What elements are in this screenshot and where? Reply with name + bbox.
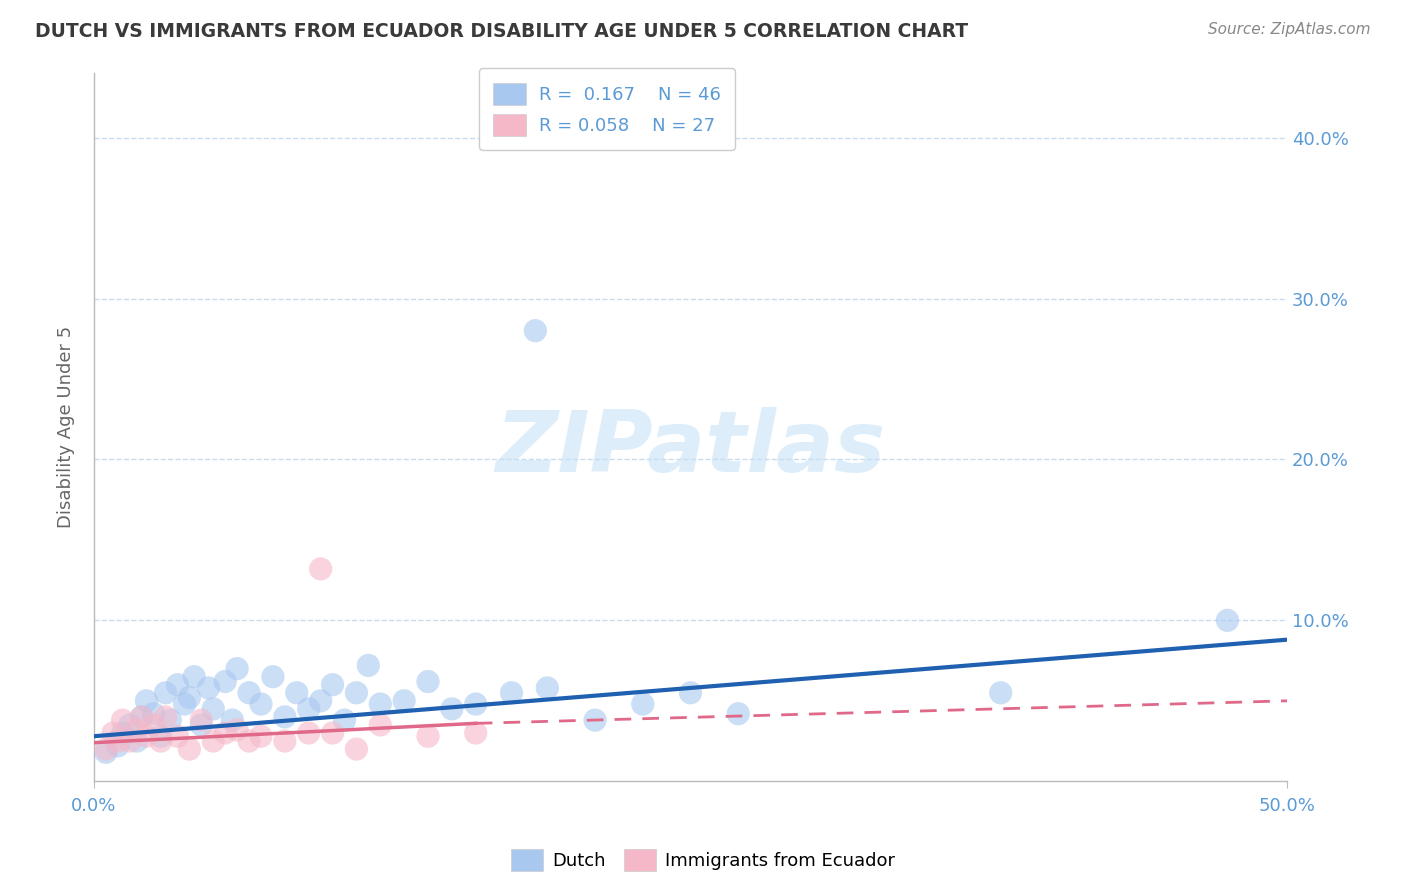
Point	[226, 662, 249, 676]
Point	[111, 713, 134, 727]
Point	[142, 718, 165, 732]
Point	[149, 729, 172, 743]
Point	[125, 723, 148, 737]
Point	[214, 726, 236, 740]
Point	[679, 686, 702, 700]
Point	[274, 710, 297, 724]
Text: ZIPatlas: ZIPatlas	[495, 407, 886, 490]
Point	[155, 686, 177, 700]
Point	[990, 686, 1012, 700]
Point	[118, 718, 141, 732]
Point	[309, 562, 332, 576]
Point	[274, 734, 297, 748]
Point	[173, 697, 195, 711]
Point	[727, 706, 749, 721]
Point	[357, 658, 380, 673]
Point	[142, 706, 165, 721]
Point	[536, 681, 558, 695]
Point	[131, 710, 153, 724]
Point	[101, 726, 124, 740]
Point	[107, 734, 129, 748]
Point	[135, 694, 157, 708]
Point	[440, 702, 463, 716]
Point	[1216, 613, 1239, 627]
Point	[179, 742, 201, 756]
Y-axis label: Disability Age Under 5: Disability Age Under 5	[58, 326, 75, 528]
Point	[298, 726, 321, 740]
Point	[416, 729, 439, 743]
Point	[501, 686, 523, 700]
Point	[94, 742, 117, 756]
Point	[346, 686, 368, 700]
Point	[183, 670, 205, 684]
Point	[392, 694, 415, 708]
Point	[631, 697, 654, 711]
Point	[346, 742, 368, 756]
Point	[333, 713, 356, 727]
Point	[166, 678, 188, 692]
Point	[322, 726, 344, 740]
Point	[135, 729, 157, 743]
Point	[250, 729, 273, 743]
Point	[118, 734, 141, 748]
Point	[226, 723, 249, 737]
Point	[131, 710, 153, 724]
Point	[416, 674, 439, 689]
Point	[322, 678, 344, 692]
Point	[250, 697, 273, 711]
Point	[94, 745, 117, 759]
Point	[464, 697, 486, 711]
Point	[464, 726, 486, 740]
Legend: Dutch, Immigrants from Ecuador: Dutch, Immigrants from Ecuador	[503, 842, 903, 879]
Point	[214, 674, 236, 689]
Point	[202, 702, 225, 716]
Point	[149, 734, 172, 748]
Point	[190, 713, 212, 727]
Point	[155, 710, 177, 724]
Point	[125, 734, 148, 748]
Point	[159, 713, 181, 727]
Point	[179, 690, 201, 705]
Point	[524, 324, 547, 338]
Text: DUTCH VS IMMIGRANTS FROM ECUADOR DISABILITY AGE UNDER 5 CORRELATION CHART: DUTCH VS IMMIGRANTS FROM ECUADOR DISABIL…	[35, 22, 969, 41]
Point	[238, 734, 260, 748]
Point	[298, 702, 321, 716]
Text: Source: ZipAtlas.com: Source: ZipAtlas.com	[1208, 22, 1371, 37]
Point	[368, 697, 391, 711]
Point	[166, 729, 188, 743]
Point	[309, 694, 332, 708]
Point	[202, 734, 225, 748]
Point	[262, 670, 284, 684]
Point	[107, 739, 129, 753]
Point	[111, 726, 134, 740]
Point	[190, 718, 212, 732]
Point	[238, 686, 260, 700]
Point	[197, 681, 219, 695]
Point	[285, 686, 308, 700]
Point	[221, 713, 243, 727]
Point	[583, 713, 606, 727]
Legend: R =  0.167    N = 46, R = 0.058    N = 27: R = 0.167 N = 46, R = 0.058 N = 27	[479, 68, 735, 150]
Point	[368, 718, 391, 732]
